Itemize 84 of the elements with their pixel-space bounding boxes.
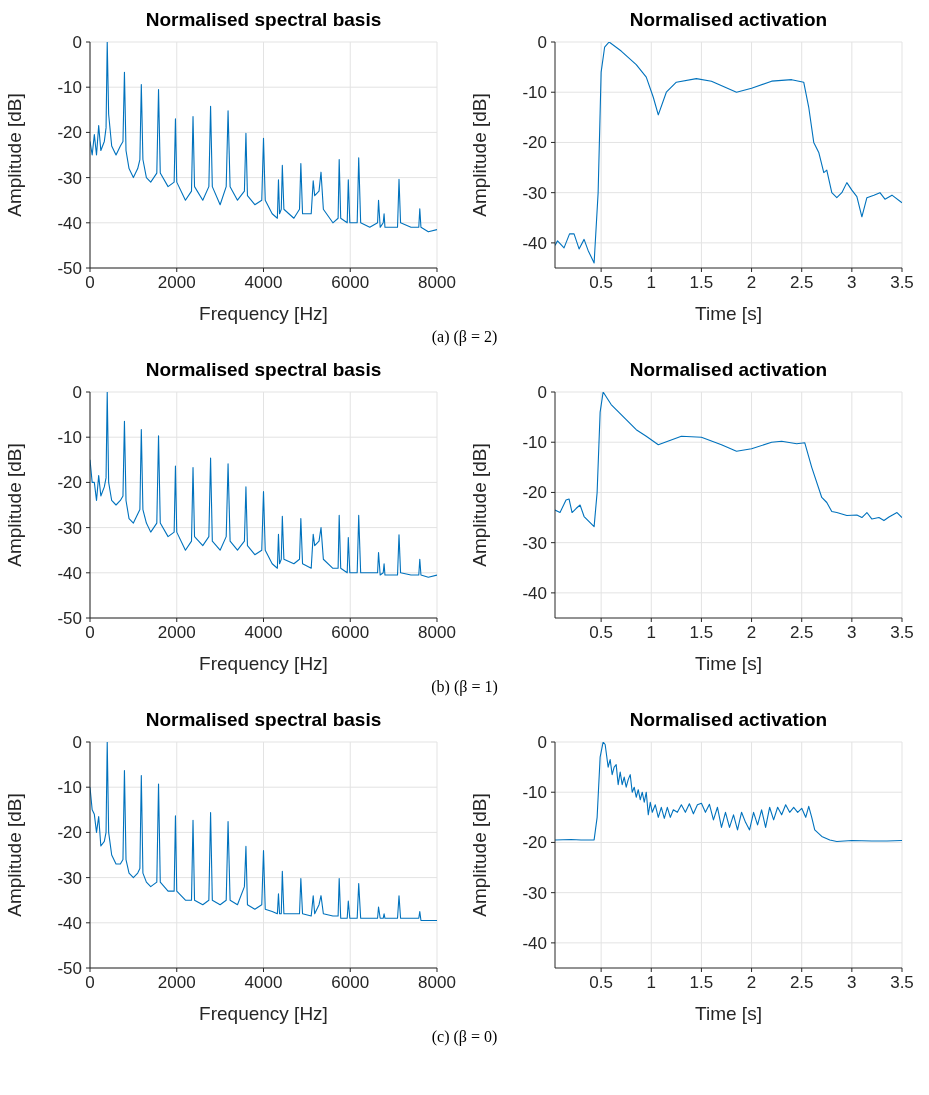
x-tick-label: 3 xyxy=(847,623,857,643)
y-tick-label: -30 xyxy=(57,518,82,538)
x-tick-label: 2.5 xyxy=(789,623,814,643)
x-tick-label: 1.5 xyxy=(689,623,714,643)
y-tick-label: -40 xyxy=(57,913,82,933)
x-tick-label: 2.5 xyxy=(789,973,814,993)
x-tick-label: 8000 xyxy=(418,973,456,993)
x-tick-label: 0 xyxy=(85,623,95,643)
x-tick-label: 6000 xyxy=(331,273,370,293)
y-tick-label: -30 xyxy=(522,533,547,553)
y-tick-label: -20 xyxy=(522,483,547,503)
y-tick-label: 0 xyxy=(72,33,82,53)
x-tick-label: 0 xyxy=(85,273,95,293)
text: (a) (β = 2) xyxy=(430,327,499,348)
chart-title: Normalised activation xyxy=(628,358,829,382)
x-tick-label: 3.5 xyxy=(890,273,914,293)
x-tick-label: 3.5 xyxy=(890,623,914,643)
y-tick-label: 0 xyxy=(72,733,82,753)
x-tick-label: 8000 xyxy=(418,623,456,643)
x-tick-label: 2 xyxy=(746,973,757,993)
x-tick-label: 8000 xyxy=(418,273,456,293)
x-tick-label: 0.5 xyxy=(589,273,613,293)
x-axis-title: Frequency [Hz] xyxy=(199,653,328,674)
x-tick-label: 3 xyxy=(847,273,857,293)
y-tick-label: -10 xyxy=(57,778,82,798)
x-tick-label: 1.5 xyxy=(689,973,714,993)
x-tick-label: 4000 xyxy=(244,973,283,993)
y-tick-label: -40 xyxy=(57,213,82,233)
y-tick-label: 0 xyxy=(537,383,547,403)
y-tick-label: -40 xyxy=(522,583,547,603)
y-tick-label: -40 xyxy=(522,933,547,953)
x-tick-label: 2 xyxy=(746,273,757,293)
y-tick-label: -10 xyxy=(57,78,82,98)
x-tick-label: 3 xyxy=(847,973,857,993)
x-axis-title: Frequency [Hz] xyxy=(199,1003,328,1024)
x-tick-label: 2 xyxy=(746,623,757,643)
chart-title: Normalised spectral basis xyxy=(144,708,383,732)
x-tick-label: 6000 xyxy=(331,623,370,643)
y-tick-label: -40 xyxy=(522,233,547,253)
y-tick-label: -30 xyxy=(522,183,547,203)
y-tick-label: -30 xyxy=(57,168,82,188)
y-tick-label: -40 xyxy=(57,563,82,583)
y-tick-label: -20 xyxy=(522,833,547,853)
y-tick-label: -50 xyxy=(57,959,82,979)
y-tick-label: -30 xyxy=(57,868,82,888)
y-tick-label: 0 xyxy=(72,383,82,403)
y-tick-label: -10 xyxy=(522,433,547,453)
x-tick-label: 2000 xyxy=(157,623,196,643)
y-tick-label: -50 xyxy=(57,609,82,629)
x-tick-label: 1.5 xyxy=(689,273,714,293)
y-tick-label: -20 xyxy=(57,123,82,143)
text: (b) (β = 1) xyxy=(430,677,499,698)
x-tick-label: 2000 xyxy=(157,273,196,293)
x-tick-label: 1 xyxy=(646,623,657,643)
chart-title: Normalised spectral basis xyxy=(144,8,383,32)
y-tick-label: -10 xyxy=(522,83,547,103)
x-axis-title: Time [s] xyxy=(695,1003,762,1024)
y-tick-label: -10 xyxy=(522,783,547,803)
text: (c) (β = 0) xyxy=(430,1027,499,1048)
y-tick-label: -20 xyxy=(522,133,547,153)
chart-title: Normalised activation xyxy=(628,708,829,732)
y-tick-label: -50 xyxy=(57,259,82,279)
x-tick-label: 2.5 xyxy=(789,273,814,293)
y-tick-label: -20 xyxy=(57,473,82,493)
x-tick-label: 1 xyxy=(646,273,657,293)
y-tick-label: 0 xyxy=(537,33,547,53)
x-tick-label: 0 xyxy=(85,973,95,993)
x-tick-label: 4000 xyxy=(244,623,283,643)
chart-title: Normalised spectral basis xyxy=(144,358,383,382)
x-tick-label: 0.5 xyxy=(589,973,613,993)
x-tick-label: 6000 xyxy=(331,973,370,993)
x-tick-label: 1 xyxy=(646,973,657,993)
y-tick-label: -30 xyxy=(522,883,547,903)
x-tick-label: 0.5 xyxy=(589,623,613,643)
x-tick-label: 3.5 xyxy=(890,973,914,993)
x-axis-title: Time [s] xyxy=(695,303,762,324)
y-tick-label: -10 xyxy=(57,428,82,448)
y-tick-label: 0 xyxy=(537,733,547,753)
x-axis-title: Frequency [Hz] xyxy=(199,303,328,324)
x-tick-label: 4000 xyxy=(244,273,283,293)
chart-title: Normalised activation xyxy=(628,8,829,32)
x-tick-label: 2000 xyxy=(157,973,196,993)
y-tick-label: -20 xyxy=(57,823,82,843)
x-axis-title: Time [s] xyxy=(695,653,762,674)
